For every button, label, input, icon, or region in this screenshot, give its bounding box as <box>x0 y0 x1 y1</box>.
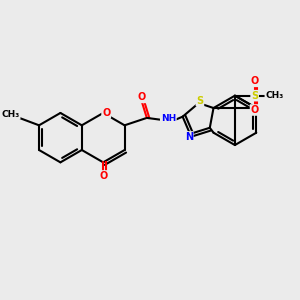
Text: CH₃: CH₃ <box>2 110 20 119</box>
Text: S: S <box>251 91 258 101</box>
Text: O: O <box>99 171 107 181</box>
Text: O: O <box>138 92 146 102</box>
Text: NH: NH <box>161 114 176 123</box>
Text: O: O <box>102 108 110 118</box>
Text: O: O <box>250 105 259 115</box>
Text: O: O <box>250 76 259 86</box>
Text: CH₃: CH₃ <box>265 91 284 100</box>
Text: N: N <box>185 132 193 142</box>
Text: S: S <box>196 96 203 106</box>
